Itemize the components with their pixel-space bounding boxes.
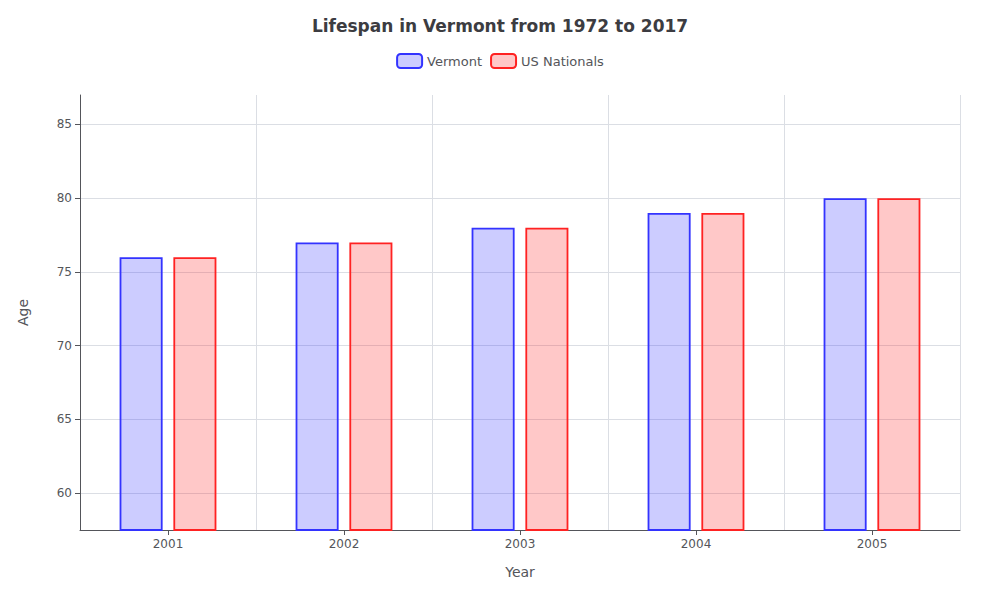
svg-text:2002: 2002 bbox=[329, 537, 360, 551]
svg-text:Year: Year bbox=[504, 564, 535, 580]
svg-text:85: 85 bbox=[57, 117, 72, 131]
svg-text:60: 60 bbox=[57, 486, 72, 500]
svg-text:75: 75 bbox=[57, 265, 72, 279]
svg-text:70: 70 bbox=[57, 339, 72, 353]
svg-text:65: 65 bbox=[57, 412, 72, 426]
svg-text:Age: Age bbox=[15, 299, 31, 326]
svg-text:2001: 2001 bbox=[153, 537, 184, 551]
svg-text:US Nationals: US Nationals bbox=[521, 54, 604, 69]
svg-text:2003: 2003 bbox=[505, 537, 536, 551]
svg-text:2005: 2005 bbox=[857, 537, 888, 551]
svg-text:Vermont: Vermont bbox=[427, 54, 482, 69]
svg-text:80: 80 bbox=[57, 191, 72, 205]
svg-text:Lifespan in Vermont from 1972: Lifespan in Vermont from 1972 to 2017 bbox=[312, 16, 688, 36]
svg-text:2004: 2004 bbox=[681, 537, 712, 551]
